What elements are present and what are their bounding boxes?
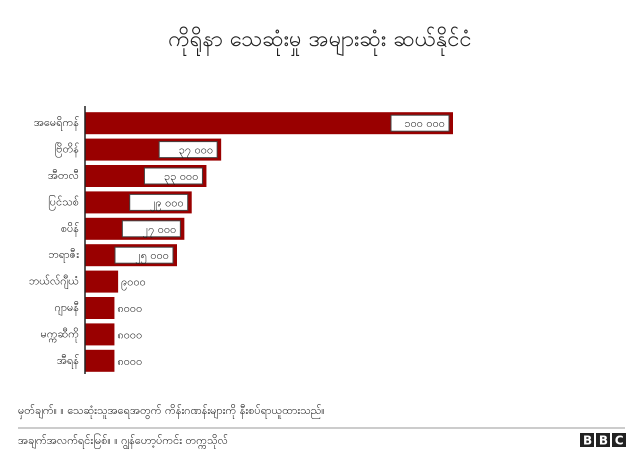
y-tick-label: ပြင်သစ် bbox=[48, 194, 79, 210]
value-label: ၃၇ ၀၀၀ bbox=[179, 144, 213, 159]
label-box bbox=[114, 246, 174, 264]
chart-title: ကိုရိုနာ သေဆုံးမှု အများဆုံး ဆယ်နိုင်ငံ bbox=[168, 26, 471, 56]
label-box bbox=[390, 114, 450, 132]
bar bbox=[85, 323, 115, 346]
value-label: ၂၇ ၀၀၀ bbox=[143, 223, 177, 238]
bar bbox=[85, 349, 115, 372]
y-tick-label: မက္ကဆီကို bbox=[41, 327, 80, 342]
logo-box bbox=[612, 433, 626, 447]
y-tick-label: ဘယ်လ်ဂျီယံ bbox=[29, 275, 80, 290]
y-tick-label: အီတလီ bbox=[48, 169, 79, 182]
y-tick-label: အီရန် bbox=[57, 354, 79, 369]
bar bbox=[85, 297, 115, 319]
value-label: ၉၀၀၀ bbox=[121, 276, 146, 291]
y-tick-label: စပိန် bbox=[61, 222, 79, 237]
label-box bbox=[143, 167, 203, 185]
logo-text: BBC bbox=[583, 434, 630, 448]
logo-box bbox=[596, 433, 610, 447]
value-label: ၈၀၀၀ bbox=[117, 302, 142, 315]
y-tick-label: အမေရိကန် bbox=[34, 116, 79, 131]
label-box bbox=[158, 141, 218, 159]
logo-box bbox=[580, 433, 594, 447]
logo: BBC bbox=[580, 433, 630, 448]
bar bbox=[85, 112, 453, 135]
bar bbox=[85, 270, 119, 293]
y-tick-label: ဘရာဇီး bbox=[48, 248, 79, 263]
value-label: ၈၀၀၀ bbox=[117, 328, 142, 341]
value-label: ၂၅ ၀၀၀ bbox=[135, 249, 169, 264]
value-label: ၁၀၀ ၀၀၀ bbox=[404, 117, 445, 130]
value-label: ၃၃ ၀၀၀ bbox=[164, 170, 198, 185]
note: မှတ်ချက်။ ။ သေဆုံးသူအရေအတွက် ကိန်းဂဏန်းမ… bbox=[18, 404, 325, 419]
y-tick-label: ဗြိတိန် bbox=[54, 143, 79, 158]
value-label: ၂၉ ၀၀၀ bbox=[150, 196, 184, 211]
y-tick-label: ဂျာမနီ bbox=[54, 301, 79, 316]
value-label: ၈၀၀၀ bbox=[117, 355, 142, 368]
source: အချက်အလက်ရင်းမြစ်။ ။ ဂျွန်ဟော့ပ်ကင်း တက္… bbox=[18, 433, 228, 450]
label-box bbox=[121, 220, 181, 238]
label-box bbox=[129, 193, 189, 211]
